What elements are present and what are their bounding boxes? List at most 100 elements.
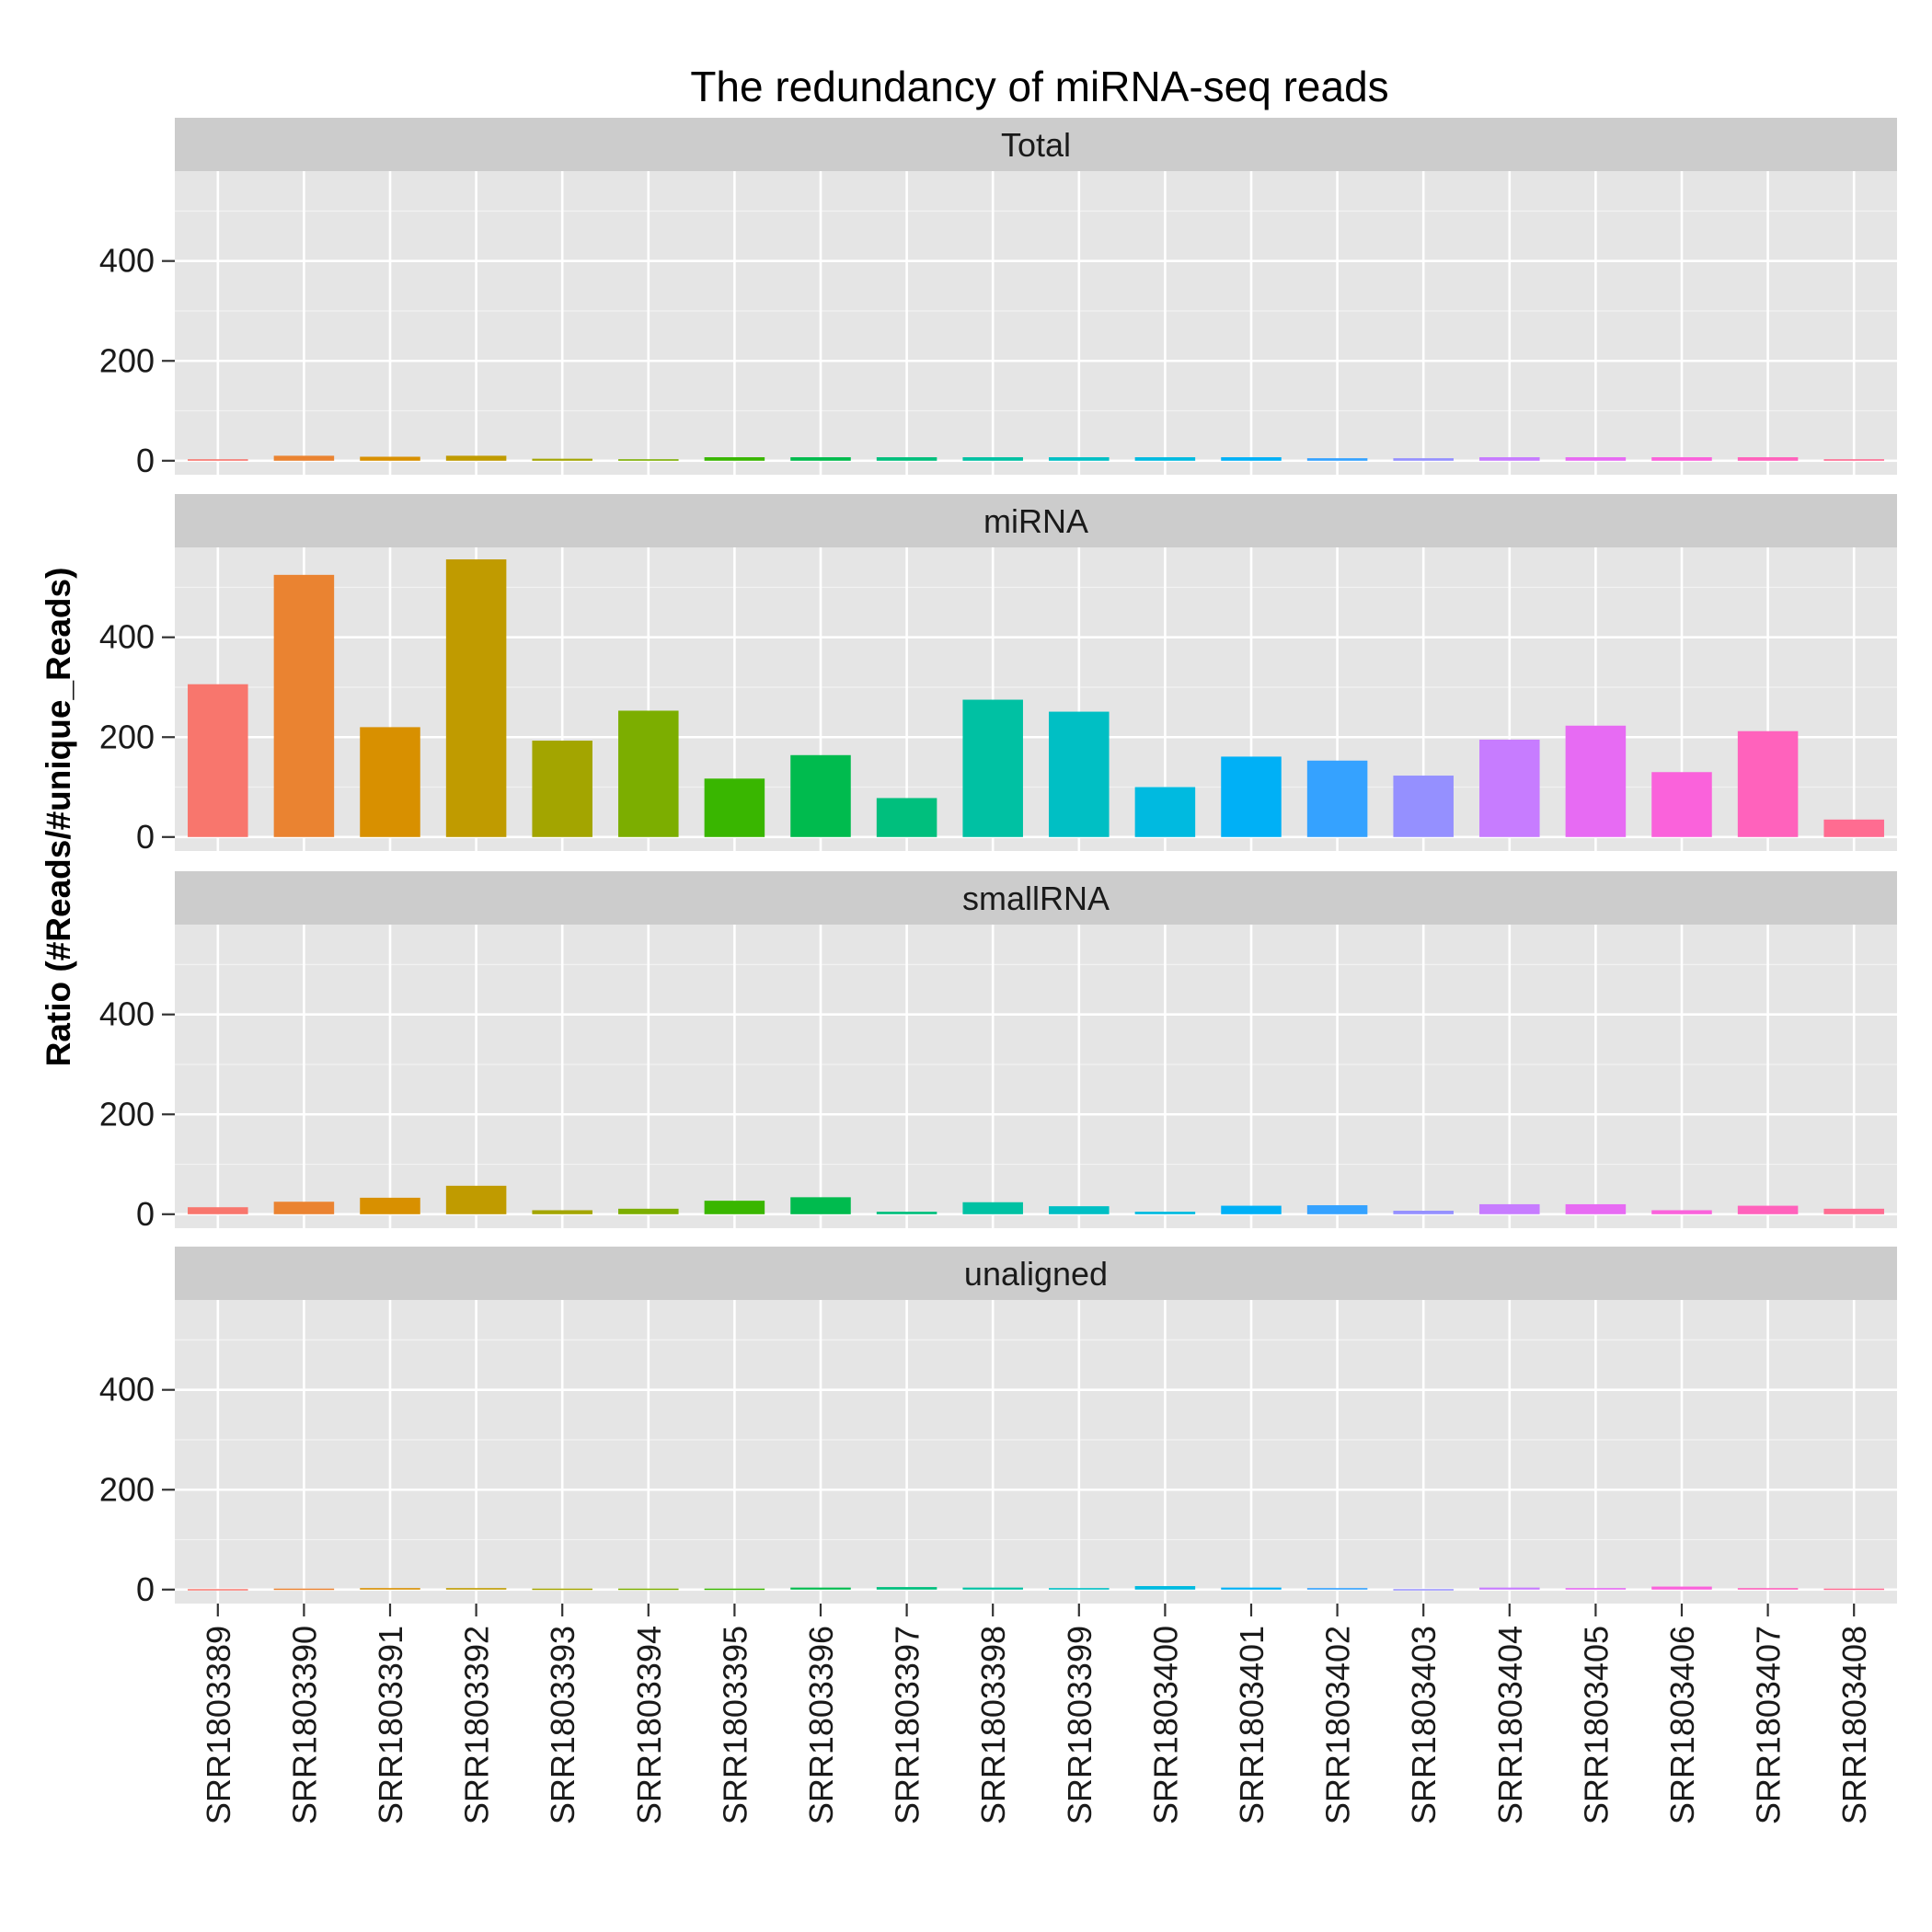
bar-unaligned-SRR1803396 [790,1587,851,1590]
bar-unaligned-SRR1803407 [1737,1588,1799,1590]
bar-Total-SRR1803389 [188,459,248,461]
bar-Total-SRR1803407 [1737,457,1799,461]
bar-smallRNA-SRR1803391 [360,1197,420,1214]
bar-miRNA-SRR1803404 [1479,739,1540,837]
y-tick-label: 400 [99,242,155,280]
x-tick-label: SRR1803391 [372,1626,409,1824]
bar-smallRNA-SRR1803400 [1134,1212,1196,1214]
x-tick-label: SRR1803402 [1319,1626,1357,1824]
y-tick-label: 200 [99,718,155,755]
bar-unaligned-SRR1803398 [962,1587,1023,1590]
bar-Total-SRR1803393 [532,458,592,461]
bar-Total-SRR1803398 [962,457,1023,461]
x-tick-label: SRR1803393 [544,1626,581,1824]
bar-miRNA-SRR1803408 [1823,819,1884,837]
bar-miRNA-SRR1803395 [704,778,765,837]
x-tick-label: SRR1803389 [200,1626,237,1824]
facet-strip-label: miRNA [983,502,1088,540]
y-tick-label: 0 [136,1195,155,1233]
bar-unaligned-SRR1803395 [704,1588,765,1591]
plot-panel [175,171,1897,475]
plot-panel [175,547,1897,851]
bar-smallRNA-SRR1803403 [1393,1211,1454,1214]
y-tick-label: 400 [99,995,155,1033]
bar-miRNA-SRR1803392 [445,559,507,837]
y-tick-label: 200 [99,1095,155,1133]
bar-Total-SRR1803401 [1221,457,1282,461]
x-tick-label: SRR1803400 [1146,1626,1184,1824]
facet-strip-label: smallRNA [962,880,1110,917]
bar-unaligned-SRR1803404 [1479,1587,1540,1590]
x-tick-label: SRR1803403 [1405,1626,1443,1824]
facet-strip [175,871,1897,925]
bar-smallRNA-SRR1803396 [790,1197,851,1214]
bar-smallRNA-SRR1803392 [445,1185,507,1214]
bar-miRNA-SRR1803401 [1221,756,1282,837]
bar-unaligned-SRR1803393 [532,1588,592,1591]
bar-unaligned-SRR1803390 [273,1588,335,1591]
bar-miRNA-SRR1803403 [1393,776,1454,837]
y-tick-label: 0 [136,442,155,479]
bar-Total-SRR1803396 [790,457,851,461]
chart-title: The redundancy of miRNA-seq reads [690,63,1388,110]
bar-unaligned-SRR1803389 [188,1589,248,1591]
bar-miRNA-SRR1803390 [273,574,335,837]
bar-smallRNA-SRR1803408 [1823,1208,1884,1214]
bar-smallRNA-SRR1803398 [962,1202,1023,1214]
facet-strip [175,118,1897,171]
y-tick-label: 400 [99,618,155,656]
bar-smallRNA-SRR1803405 [1565,1203,1627,1214]
bar-Total-SRR1803391 [360,456,420,461]
bar-smallRNA-SRR1803390 [273,1202,335,1214]
bar-miRNA-SRR1803394 [618,710,679,837]
bar-Total-SRR1803404 [1479,457,1540,461]
x-tick-label: SRR1803396 [802,1626,840,1824]
bar-smallRNA-SRR1803395 [704,1201,765,1214]
x-tick-label: SRR1803390 [285,1626,323,1824]
y-tick-label: 200 [99,341,155,379]
y-tick-label: 0 [136,1570,155,1608]
plot-panel [175,1300,1897,1604]
x-tick-label: SRR1803395 [716,1626,753,1824]
x-tick-label: SRR1803404 [1491,1626,1529,1824]
bar-smallRNA-SRR1803402 [1306,1205,1368,1214]
x-axis-ticks: SRR1803389 SRR1803390 SRR1803391 SRR1803392… [200,1604,1873,1824]
bar-Total-SRR1803394 [618,459,679,461]
bar-unaligned-SRR1803401 [1221,1587,1282,1590]
bar-miRNA-SRR1803398 [962,699,1023,837]
bar-miRNA-SRR1803400 [1134,787,1196,837]
bar-unaligned-SRR1803408 [1823,1588,1884,1591]
bar-unaligned-SRR1803403 [1393,1589,1454,1591]
bar-smallRNA-SRR1803393 [532,1210,592,1214]
bar-unaligned-SRR1803397 [876,1587,937,1590]
bar-miRNA-SRR1803407 [1737,730,1799,837]
y-tick-label: 0 [136,818,155,856]
bar-unaligned-SRR1803394 [618,1588,679,1591]
bar-miRNA-SRR1803406 [1651,772,1712,837]
bar-miRNA-SRR1803389 [188,684,248,837]
bar-unaligned-SRR1803400 [1134,1586,1196,1590]
facet-strip [175,494,1897,547]
facet-strip-label: unaligned [964,1255,1108,1293]
bar-unaligned-SRR1803391 [360,1588,420,1590]
bar-miRNA-SRR1803402 [1306,760,1368,837]
x-tick-label: SRR1803401 [1233,1626,1271,1824]
bar-miRNA-SRR1803393 [532,741,592,837]
bar-miRNA-SRR1803391 [360,727,420,837]
bar-smallRNA-SRR1803397 [876,1212,937,1214]
bar-miRNA-SRR1803396 [790,754,851,837]
bar-Total-SRR1803392 [445,455,507,461]
bar-miRNA-SRR1803399 [1049,711,1110,837]
bar-unaligned-SRR1803402 [1306,1588,1368,1590]
bar-smallRNA-SRR1803399 [1049,1206,1110,1214]
facet-miRNA: miRNA 0 200 400 [99,494,1897,856]
bar-Total-SRR1803405 [1565,457,1627,461]
bar-Total-SRR1803397 [876,457,937,461]
bar-Total-SRR1803390 [273,455,335,461]
bar-smallRNA-SRR1803394 [618,1208,679,1214]
bar-smallRNA-SRR1803406 [1651,1210,1712,1214]
x-tick-label: SRR1803394 [630,1626,668,1824]
facet-strip-label: Total [1001,126,1071,164]
